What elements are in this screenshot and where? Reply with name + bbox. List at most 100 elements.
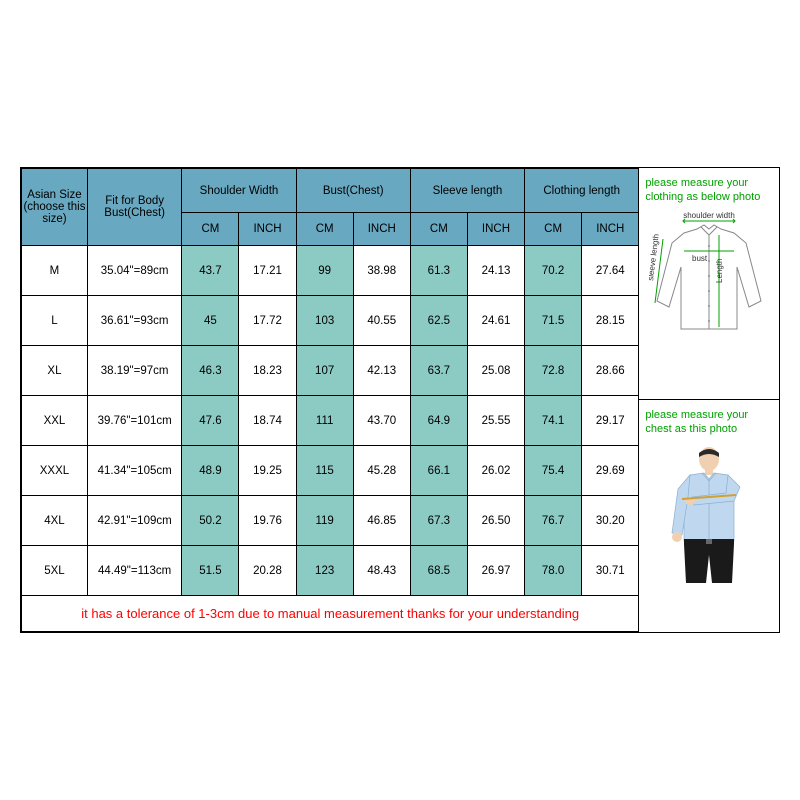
cell-fit: 42.91"=109cm [87,496,181,546]
unit-cm: CM [182,213,239,246]
table-row: 5XL44.49"=113cm51.520.2812348.4368.526.9… [22,546,639,596]
table-row: L36.61"=93cm4517.7210340.5562.524.6171.5… [22,296,639,346]
cell-b_cm: 111 [296,396,353,446]
cell-cl_cm: 75.4 [525,446,582,496]
cell-size: XXL [22,396,88,446]
header-bust: Bust(Chest) [296,169,410,213]
cell-sw_cm: 48.9 [182,446,239,496]
cell-b_cm: 123 [296,546,353,596]
cell-sw_in: 19.76 [239,496,296,546]
header-sleeve-length: Sleeve length [410,169,524,213]
cell-sw_cm: 45 [182,296,239,346]
cell-fit: 35.04"=89cm [87,246,181,296]
cell-b_in: 40.55 [353,296,410,346]
cell-sl_cm: 61.3 [410,246,467,296]
cell-fit: 41.34"=105cm [87,446,181,496]
cell-sl_cm: 63.7 [410,346,467,396]
cell-sl_in: 24.61 [467,296,524,346]
cell-cl_cm: 76.7 [525,496,582,546]
cell-cl_in: 30.20 [582,496,639,546]
cell-b_in: 46.85 [353,496,410,546]
cell-cl_in: 30.71 [582,546,639,596]
cell-sw_cm: 47.6 [182,396,239,446]
unit-cm: CM [410,213,467,246]
cell-b_in: 43.70 [353,396,410,446]
cell-b_in: 48.43 [353,546,410,596]
side-top: please measure your clothing as below ph… [639,168,779,400]
cell-sl_in: 26.02 [467,446,524,496]
cell-cl_cm: 74.1 [525,396,582,446]
cell-b_in: 45.28 [353,446,410,496]
cell-fit: 36.61"=93cm [87,296,181,346]
cell-sw_cm: 46.3 [182,346,239,396]
cell-b_cm: 99 [296,246,353,296]
label-bust: bust [692,254,708,263]
cell-sw_in: 17.21 [239,246,296,296]
cell-fit: 39.76"=101cm [87,396,181,446]
table-row: M35.04"=89cm43.717.219938.9861.324.1370.… [22,246,639,296]
size-table: Asian Size(choose this size) Fit for Bod… [21,168,639,632]
cell-b_in: 38.98 [353,246,410,296]
cell-cl_cm: 72.8 [525,346,582,396]
cell-sl_cm: 68.5 [410,546,467,596]
model-illustration [654,443,764,583]
cell-b_cm: 115 [296,446,353,496]
label-length: Length [715,258,724,282]
cell-cl_cm: 78.0 [525,546,582,596]
unit-cm: CM [296,213,353,246]
cell-sl_in: 25.08 [467,346,524,396]
cell-fit: 44.49"=113cm [87,546,181,596]
cell-b_cm: 119 [296,496,353,546]
cell-b_cm: 107 [296,346,353,396]
cell-sl_cm: 67.3 [410,496,467,546]
cell-size: 5XL [22,546,88,596]
header-asian-size: Asian Size(choose this size) [22,169,88,246]
cell-sw_in: 18.23 [239,346,296,396]
unit-inch: INCH [353,213,410,246]
header-shoulder-width: Shoulder Width [182,169,296,213]
cell-cl_cm: 70.2 [525,246,582,296]
cell-size: 4XL [22,496,88,546]
table-row: XL38.19"=97cm46.318.2310742.1363.725.087… [22,346,639,396]
cell-size: XXXL [22,446,88,496]
cell-cl_in: 27.64 [582,246,639,296]
side-bot-text: please measure your chest as this photo [645,408,773,437]
table-row: XXXL41.34"=105cm48.919.2511545.2866.126.… [22,446,639,496]
cell-cl_in: 29.69 [582,446,639,496]
cell-sl_cm: 64.9 [410,396,467,446]
cell-sw_in: 19.25 [239,446,296,496]
side-bottom: please measure your chest as this photo [639,400,779,632]
cell-size: M [22,246,88,296]
cell-b_in: 42.13 [353,346,410,396]
cell-cl_in: 29.17 [582,396,639,446]
cell-sw_in: 18.74 [239,396,296,446]
cell-sl_in: 24.13 [467,246,524,296]
cell-fit: 38.19"=97cm [87,346,181,396]
unit-inch: INCH [467,213,524,246]
cell-sl_cm: 62.5 [410,296,467,346]
cell-cl_cm: 71.5 [525,296,582,346]
cell-sw_in: 17.72 [239,296,296,346]
cell-sl_cm: 66.1 [410,446,467,496]
size-chart-container: Asian Size(choose this size) Fit for Bod… [20,167,780,633]
header-fit-body: Fit for Body Bust(Chest) [87,169,181,246]
cell-sw_in: 20.28 [239,546,296,596]
cell-sl_in: 25.55 [467,396,524,446]
cell-sl_in: 26.50 [467,496,524,546]
side-top-text: please measure your clothing as below ph… [645,176,773,205]
cell-b_cm: 103 [296,296,353,346]
shirt-diagram: shoulder width sleeve length bust Length [649,211,769,341]
header-clothing-length: Clothing length [525,169,639,213]
cell-sw_cm: 51.5 [182,546,239,596]
unit-inch: INCH [239,213,296,246]
cell-sl_in: 26.97 [467,546,524,596]
label-shoulder-width: shoulder width [683,211,735,220]
table-row: 4XL42.91"=109cm50.219.7611946.8567.326.5… [22,496,639,546]
side-panel: please measure your clothing as below ph… [639,168,779,632]
cell-size: XL [22,346,88,396]
cell-sw_cm: 50.2 [182,496,239,546]
cell-sw_cm: 43.7 [182,246,239,296]
cell-cl_in: 28.15 [582,296,639,346]
cell-size: L [22,296,88,346]
footnote: it has a tolerance of 1-3cm due to manua… [22,596,639,632]
